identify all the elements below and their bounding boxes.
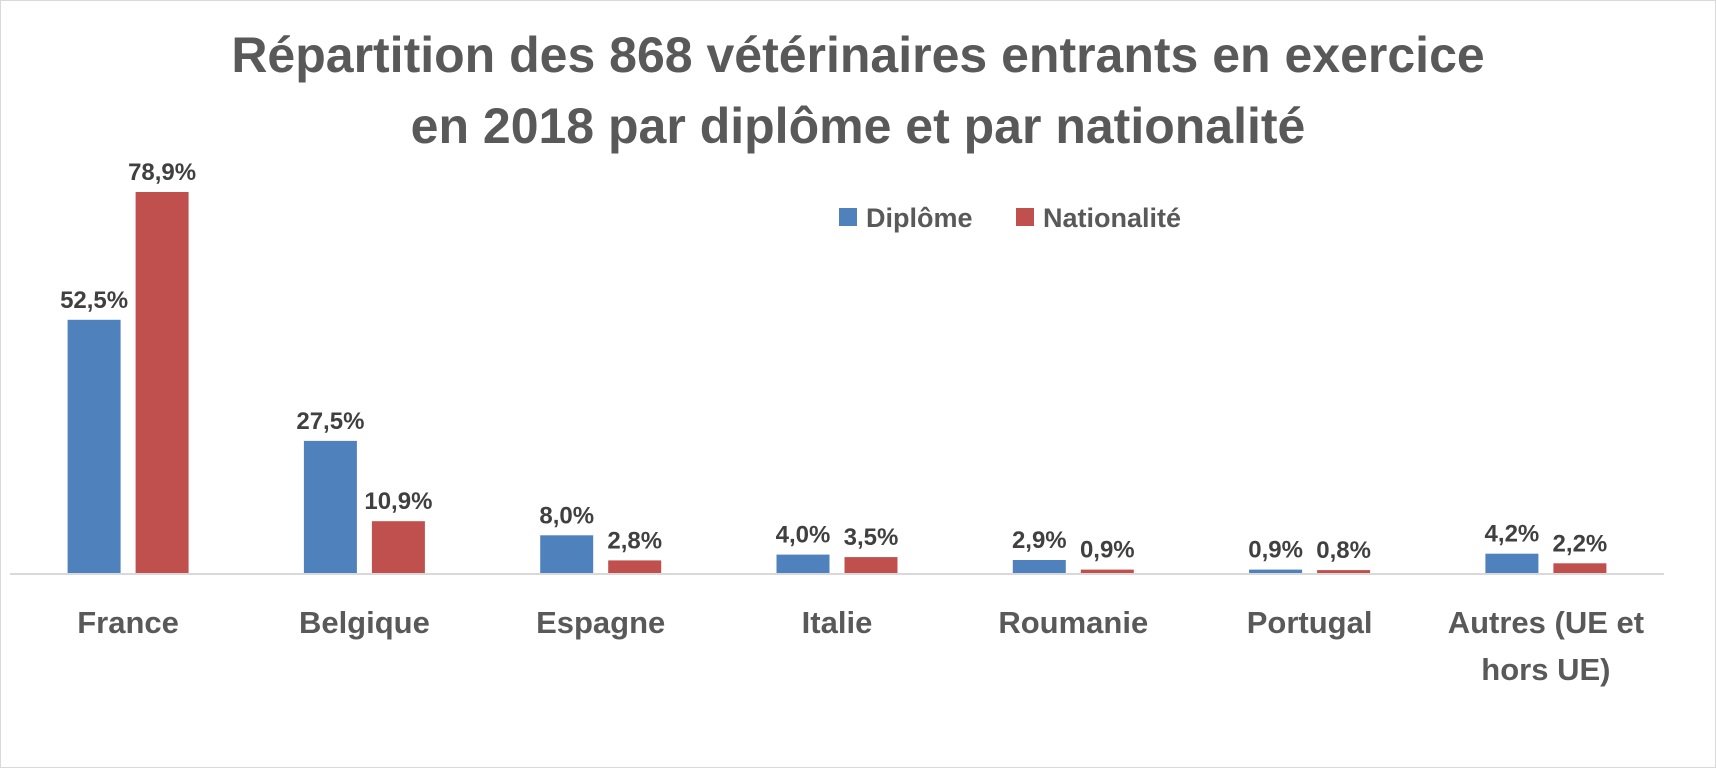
category-label-france: France (77, 605, 179, 640)
bar-nationalite-belgique (371, 521, 425, 574)
bar-diplome-france (67, 319, 121, 574)
bar-diplome-italie (776, 554, 830, 574)
category-label-belgique: Belgique (299, 605, 430, 640)
data-label-nationalite-france: 78,9% (128, 159, 196, 186)
data-label-nationalite-belgique: 10,9% (364, 488, 432, 515)
bar-nationalite-espagne (608, 560, 662, 574)
legend-label-nationalite: Nationalité (1043, 203, 1181, 233)
data-label-diplome-autres-ue-et-hors-ue: 4,2% (1485, 521, 1540, 548)
legend-swatch-nationalite (1016, 208, 1034, 226)
data-label-nationalite-roumanie: 0,9% (1080, 537, 1135, 564)
data-label-diplome-espagne: 8,0% (539, 502, 594, 529)
category-label-autres-ue-et-hors-ue-line-2: hors UE) (1481, 652, 1610, 687)
bar-diplome-portugal (1249, 569, 1303, 574)
bar-nationalite-roumanie (1080, 569, 1134, 574)
bar-nationalite-autres-ue-et-hors-ue (1553, 563, 1607, 574)
bar-diplome-roumanie (1012, 560, 1066, 574)
bar-diplome-belgique (303, 440, 357, 574)
category-label-roumanie: Roumanie (998, 605, 1148, 640)
data-label-nationalite-espagne: 2,8% (607, 527, 662, 554)
category-label-portugal: Portugal (1247, 605, 1373, 640)
bar-diplome-espagne (540, 535, 594, 574)
data-label-diplome-roumanie: 2,9% (1012, 527, 1067, 554)
category-label-espagne: Espagne (536, 605, 665, 640)
data-label-diplome-belgique: 27,5% (296, 408, 364, 435)
category-label-italie: Italie (802, 605, 873, 640)
data-label-diplome-france: 52,5% (60, 287, 128, 314)
bar-nationalite-italie (844, 557, 898, 574)
bar-diplome-autres-ue-et-hors-ue (1485, 553, 1539, 574)
chart-title-line-2: en 2018 par diplôme et par nationalité (411, 98, 1306, 154)
bar-nationalite-france (135, 192, 189, 574)
category-label-autres-ue-et-hors-ue-line-1: Autres (UE et (1448, 605, 1644, 640)
chart-legend: Diplôme Nationalité (839, 203, 1181, 233)
data-label-diplome-italie: 4,0% (776, 522, 831, 549)
data-labels-group: 52,5% 78,9% 27,5% 10,9% 8,0% 2,8% 4,0% 3,5% 2,9%… (60, 159, 1607, 564)
data-label-nationalite-italie: 3,5% (844, 524, 899, 551)
bars-group (67, 192, 1607, 574)
category-labels-group: France Belgique Espagne Italie Roumanie Portu… (77, 605, 1644, 687)
chart-title-line-1: Répartition des 868 vétérinaires entrant… (231, 27, 1484, 83)
data-label-nationalite-autres-ue-et-hors-ue: 2,2% (1553, 530, 1608, 557)
data-label-nationalite-portugal: 0,8% (1316, 537, 1371, 564)
data-label-diplome-portugal: 0,9% (1248, 537, 1303, 564)
legend-label-diplome: Diplôme (866, 203, 973, 233)
legend-swatch-diplome (839, 208, 857, 226)
bar-nationalite-portugal (1317, 570, 1371, 574)
